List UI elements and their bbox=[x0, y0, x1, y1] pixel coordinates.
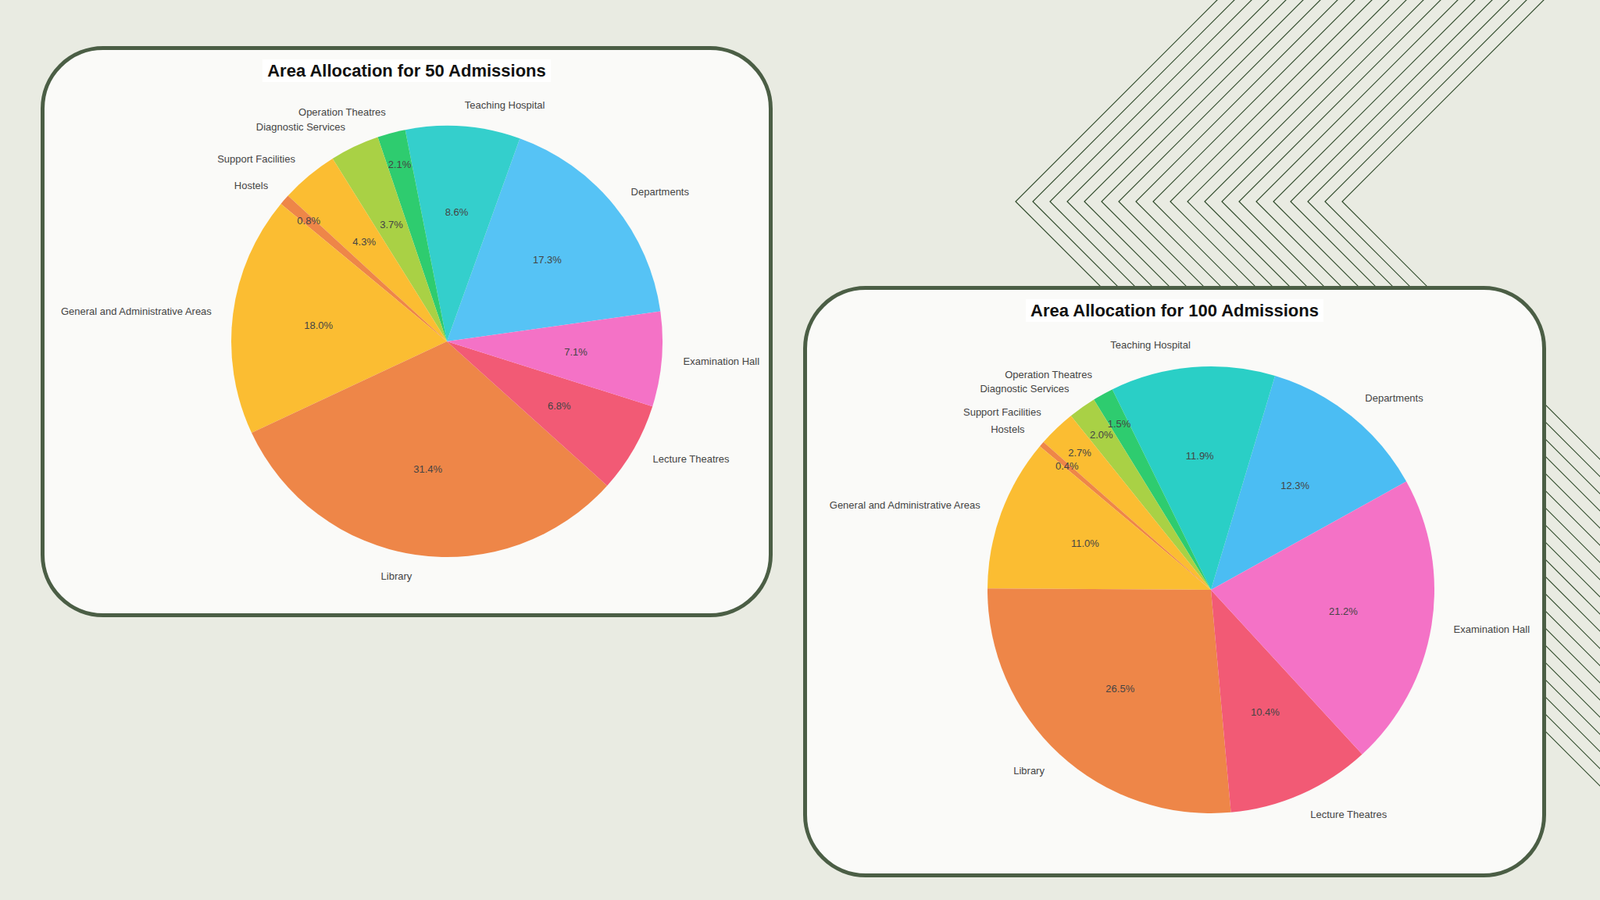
svg-text:Diagnostic Services: Diagnostic Services bbox=[256, 121, 347, 133]
svg-text:Hostels: Hostels bbox=[990, 423, 1025, 436]
svg-text:Lecture Theatres: Lecture Theatres bbox=[1310, 808, 1388, 821]
html-text:Area Allocation for 50 Admissi: Area Allocation for 50 Admissions bbox=[267, 60, 546, 81]
svg-text:General and Administrative Are: General and Administrative Areas bbox=[60, 305, 212, 318]
svg-text:Teaching Hospital: Teaching Hospital bbox=[464, 99, 546, 111]
svg-text:1.5%: 1.5% bbox=[1107, 417, 1132, 430]
svg-text:2.0%: 2.0% bbox=[1089, 428, 1114, 441]
svg-text:11.9%: 11.9% bbox=[1185, 450, 1215, 462]
svg-text:Support Facilities: Support Facilities bbox=[963, 406, 1042, 418]
svg-text:Examination Hall: Examination Hall bbox=[683, 355, 761, 368]
svg-text:7.1%: 7.1% bbox=[564, 346, 588, 358]
svg-text:Teaching Hospital: Teaching Hospital bbox=[1110, 339, 1191, 351]
svg-text:2.1%: 2.1% bbox=[388, 158, 412, 171]
svg-text:Diagnostic Services: Diagnostic Services bbox=[979, 382, 1070, 395]
svg-text:11.0%: 11.0% bbox=[1071, 537, 1100, 550]
svg-text:Operation Theatres: Operation Theatres bbox=[298, 106, 386, 118]
svg-text:Operation Theatres: Operation Theatres bbox=[1004, 368, 1093, 381]
svg-text:Departments: Departments bbox=[631, 185, 690, 198]
svg-text:Hostels: Hostels bbox=[234, 179, 269, 192]
svg-text:31.4%: 31.4% bbox=[413, 463, 443, 475]
svg-text:17.3%: 17.3% bbox=[532, 253, 562, 266]
svg-text:Departments: Departments bbox=[1364, 392, 1424, 404]
svg-text:26.5%: 26.5% bbox=[1105, 682, 1135, 695]
svg-text:0.8%: 0.8% bbox=[296, 214, 321, 227]
svg-text:12.3%: 12.3% bbox=[1280, 479, 1310, 492]
svg-text:8.6%: 8.6% bbox=[445, 206, 469, 218]
svg-text:3.7%: 3.7% bbox=[379, 218, 404, 231]
svg-text:Support Facilities: Support Facilities bbox=[217, 153, 296, 165]
svg-text:Library: Library bbox=[1013, 764, 1045, 777]
svg-text:4.3%: 4.3% bbox=[352, 235, 376, 248]
svg-text:General and Administrative Are: General and Administrative Areas bbox=[829, 499, 981, 511]
svg-text:10.4%: 10.4% bbox=[1250, 706, 1280, 718]
svg-text:18.0%: 18.0% bbox=[303, 319, 333, 332]
svg-text:6.8%: 6.8% bbox=[547, 400, 572, 412]
svg-text:Lecture Theatres: Lecture Theatres bbox=[653, 453, 731, 465]
html-text:Area Allocation for 100 Admiss: Area Allocation for 100 Admissions bbox=[1030, 300, 1319, 321]
svg-text:Library: Library bbox=[381, 570, 413, 583]
svg-text:21.2%: 21.2% bbox=[1328, 605, 1358, 618]
svg-text:0.4%: 0.4% bbox=[1055, 460, 1079, 472]
svg-text:2.7%: 2.7% bbox=[1067, 446, 1092, 459]
svg-text:Examination Hall: Examination Hall bbox=[1453, 623, 1531, 636]
